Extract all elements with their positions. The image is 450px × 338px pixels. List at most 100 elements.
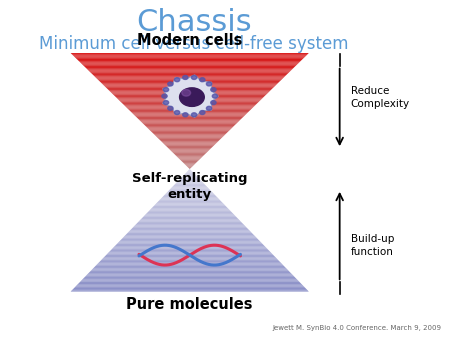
Polygon shape bbox=[163, 75, 218, 117]
Polygon shape bbox=[173, 185, 207, 186]
Polygon shape bbox=[143, 216, 236, 217]
Polygon shape bbox=[130, 111, 249, 112]
Polygon shape bbox=[184, 174, 196, 175]
Circle shape bbox=[183, 75, 188, 79]
Polygon shape bbox=[144, 125, 235, 126]
Polygon shape bbox=[152, 207, 228, 208]
Polygon shape bbox=[149, 129, 230, 131]
Polygon shape bbox=[115, 96, 265, 97]
Polygon shape bbox=[78, 60, 302, 61]
Polygon shape bbox=[131, 228, 248, 229]
Circle shape bbox=[212, 94, 218, 98]
Text: Chassis: Chassis bbox=[136, 8, 252, 37]
Polygon shape bbox=[172, 152, 207, 153]
Circle shape bbox=[163, 101, 169, 104]
Polygon shape bbox=[142, 123, 237, 124]
Polygon shape bbox=[159, 139, 220, 140]
Polygon shape bbox=[99, 261, 280, 262]
Polygon shape bbox=[86, 274, 293, 275]
Polygon shape bbox=[162, 142, 217, 144]
Polygon shape bbox=[108, 252, 272, 254]
Circle shape bbox=[200, 111, 205, 115]
Polygon shape bbox=[116, 97, 264, 98]
Circle shape bbox=[183, 113, 188, 117]
Polygon shape bbox=[172, 186, 207, 187]
Polygon shape bbox=[94, 76, 285, 77]
Polygon shape bbox=[92, 268, 288, 269]
Polygon shape bbox=[90, 271, 290, 272]
Circle shape bbox=[175, 111, 180, 115]
Polygon shape bbox=[143, 124, 236, 125]
Polygon shape bbox=[189, 168, 191, 169]
Polygon shape bbox=[121, 102, 259, 103]
Polygon shape bbox=[136, 223, 243, 224]
Polygon shape bbox=[126, 233, 253, 234]
Polygon shape bbox=[150, 131, 229, 132]
Polygon shape bbox=[113, 246, 266, 247]
Polygon shape bbox=[173, 153, 207, 154]
Circle shape bbox=[168, 106, 173, 110]
Polygon shape bbox=[102, 259, 278, 260]
Polygon shape bbox=[155, 136, 224, 137]
Polygon shape bbox=[150, 208, 229, 210]
Polygon shape bbox=[135, 224, 244, 225]
Polygon shape bbox=[159, 200, 220, 201]
Polygon shape bbox=[167, 191, 212, 192]
Polygon shape bbox=[73, 288, 306, 289]
Polygon shape bbox=[147, 127, 233, 128]
Polygon shape bbox=[72, 54, 308, 55]
Polygon shape bbox=[99, 81, 280, 82]
Polygon shape bbox=[74, 56, 305, 58]
Polygon shape bbox=[93, 267, 286, 268]
Polygon shape bbox=[168, 148, 211, 149]
Polygon shape bbox=[148, 128, 231, 129]
Polygon shape bbox=[97, 263, 283, 265]
Polygon shape bbox=[119, 101, 260, 102]
Circle shape bbox=[168, 82, 173, 86]
Polygon shape bbox=[104, 256, 275, 257]
Polygon shape bbox=[152, 132, 228, 133]
Polygon shape bbox=[80, 62, 299, 64]
Polygon shape bbox=[106, 88, 273, 89]
Polygon shape bbox=[134, 115, 246, 116]
Circle shape bbox=[211, 101, 216, 104]
Polygon shape bbox=[170, 189, 210, 190]
Polygon shape bbox=[100, 260, 279, 261]
Polygon shape bbox=[96, 265, 284, 266]
Polygon shape bbox=[109, 90, 271, 91]
Polygon shape bbox=[186, 171, 194, 173]
Text: Pure molecules: Pure molecules bbox=[126, 296, 253, 312]
Polygon shape bbox=[183, 162, 197, 163]
Polygon shape bbox=[189, 169, 191, 170]
Polygon shape bbox=[129, 230, 251, 232]
Polygon shape bbox=[167, 147, 212, 148]
Polygon shape bbox=[111, 93, 268, 94]
Polygon shape bbox=[160, 198, 220, 200]
Polygon shape bbox=[176, 156, 203, 158]
Polygon shape bbox=[117, 243, 262, 244]
Polygon shape bbox=[174, 154, 205, 155]
Polygon shape bbox=[119, 240, 260, 241]
Polygon shape bbox=[103, 257, 277, 259]
Polygon shape bbox=[181, 161, 198, 162]
Polygon shape bbox=[93, 75, 286, 76]
Polygon shape bbox=[130, 229, 249, 230]
Polygon shape bbox=[118, 241, 261, 243]
Polygon shape bbox=[154, 134, 225, 136]
Polygon shape bbox=[72, 289, 308, 290]
Polygon shape bbox=[140, 120, 240, 121]
Polygon shape bbox=[71, 290, 309, 292]
Text: Self-replicating
entity: Self-replicating entity bbox=[132, 172, 248, 201]
Polygon shape bbox=[178, 158, 202, 159]
Polygon shape bbox=[81, 279, 298, 281]
Polygon shape bbox=[137, 118, 242, 119]
Polygon shape bbox=[126, 107, 253, 109]
Circle shape bbox=[211, 88, 216, 92]
Polygon shape bbox=[146, 126, 234, 127]
Polygon shape bbox=[81, 64, 298, 65]
Circle shape bbox=[182, 90, 191, 96]
Polygon shape bbox=[111, 249, 268, 250]
Polygon shape bbox=[79, 61, 301, 62]
Polygon shape bbox=[74, 287, 305, 288]
Polygon shape bbox=[129, 110, 251, 111]
